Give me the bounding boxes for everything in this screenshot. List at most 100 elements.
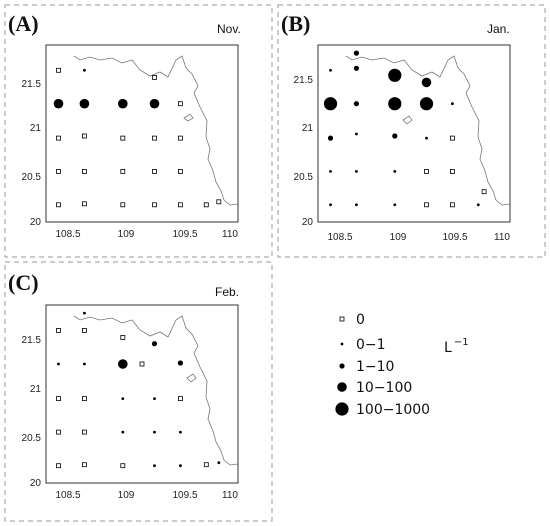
station-point-23 [393,203,397,207]
panel-b-stations [323,50,487,208]
station-point-24 [424,202,429,208]
station-point-10 [177,360,183,366]
panel-c-axes: 108.5 109 109.5 110 20 20.5 21 21.5 [22,335,239,501]
panel-b-ytick-2: 20.5 [294,172,314,183]
panel-b-xtick-3: 109.5 [442,232,467,243]
station-point-16 [329,170,332,173]
panel-b-xtick-2: 109 [390,232,407,243]
legend-unit-letter: L [444,340,452,356]
station-point-27 [217,461,221,465]
station-point-3 [353,50,359,56]
station-point-22 [82,462,87,468]
panel-c-month: Feb. [215,285,239,299]
station-point-11 [120,135,126,141]
station-point-2 [83,68,86,72]
panel-c-plot-frame [45,304,239,484]
station-point-14 [153,397,156,400]
station-point-8 [177,101,183,107]
station-point-9 [419,97,434,111]
panel-b-ytick-1: 20 [302,217,314,228]
station-point-2 [353,65,359,71]
panel-b-ytick-3: 21 [302,123,314,134]
station-point-18 [177,168,183,174]
station-point-3 [83,311,86,315]
station-point-1 [329,68,332,72]
panel-a-xtick-2: 109 [118,229,135,240]
station-point-24 [153,464,156,468]
station-point-23 [120,463,126,469]
station-point-5 [79,98,90,109]
station-point-24 [203,202,209,208]
station-point-11 [327,135,334,141]
station-point-6 [57,362,60,366]
legend-marker-0-1 [340,342,344,346]
panel-b-coastline [345,55,511,206]
panel-b-xtick-1: 108.5 [327,232,352,243]
panel-c: (C) Feb. 108.5 109 109.5 110 20 20.5 21 … [4,261,273,522]
panel-b-label: (B) [281,11,310,36]
station-point-11 [56,396,61,402]
station-point-22 [355,203,358,207]
station-point-4 [388,68,402,82]
station-point-10 [451,102,454,106]
panel-c-stations [56,311,221,469]
station-point-21 [56,463,61,469]
station-point-7 [353,101,359,107]
station-point-16 [120,168,126,174]
station-point-17 [82,429,87,435]
panel-b-dashed-border [277,4,546,258]
legend-label-10-100: 10−100 [356,380,412,396]
legend-unit: L −1 [444,337,469,356]
station-point-20 [179,430,182,434]
panel-c-xtick-4: 110 [222,490,238,501]
legend-label-100-1000: 100−1000 [356,402,430,418]
station-point-2 [82,327,87,333]
station-point-12 [82,396,87,402]
station-point-18 [121,430,125,434]
station-point-26 [203,462,209,468]
station-point-9 [56,135,61,141]
legend: 0 0−1 1−10 10−100 100−1000 L −1 [335,312,469,418]
legend-label-0: 0 [356,312,365,328]
station-point-1 [56,67,61,73]
station-point-17 [152,168,157,174]
panel-a-xtick-3: 109.5 [172,229,197,240]
station-point-4 [53,98,64,109]
station-point-8 [118,359,128,369]
legend-marker-10-100 [337,382,347,392]
legend-marker-100-1000 [335,402,349,416]
panel-c-ytick-2: 20.5 [22,433,42,444]
station-point-5 [421,77,432,88]
station-point-22 [152,202,157,208]
legend-marker-1-10 [339,363,345,369]
station-point-15 [177,396,183,402]
station-point-8 [388,97,402,111]
station-point-19 [153,430,156,434]
station-point-7 [83,362,86,366]
panel-a-xtick-1: 108.5 [55,229,80,240]
panel-a: (A) Nov. 108.5 109 109.5 110 20 20.5 21 … [4,4,273,258]
station-point-25 [179,464,182,468]
panel-c-ytick-1: 20 [30,478,42,489]
panel-b-axes: 108.5 109 109.5 110 20 20.5 21 21.5 [294,75,511,243]
station-point-14 [425,136,428,140]
station-point-20 [82,201,87,207]
station-point-9 [139,361,145,367]
panel-b-xtick-4: 110 [494,232,510,243]
panel-a-stations [53,67,222,208]
station-point-13 [392,133,398,139]
panel-b-ytick-4: 21.5 [294,75,314,86]
panel-c-xtick-2: 109 [118,490,135,501]
panel-b-month: Jan. [487,22,510,36]
legend-label-0-1: 0−1 [356,337,386,353]
station-point-26 [476,203,480,207]
station-point-10 [82,133,87,139]
legend-unit-exponent: −1 [454,337,469,348]
station-point-27 [481,189,487,195]
station-point-5 [151,341,158,347]
panel-a-ytick-2: 20.5 [22,172,42,183]
station-point-21 [120,202,126,208]
station-point-19 [424,168,429,174]
station-point-3 [152,75,157,80]
